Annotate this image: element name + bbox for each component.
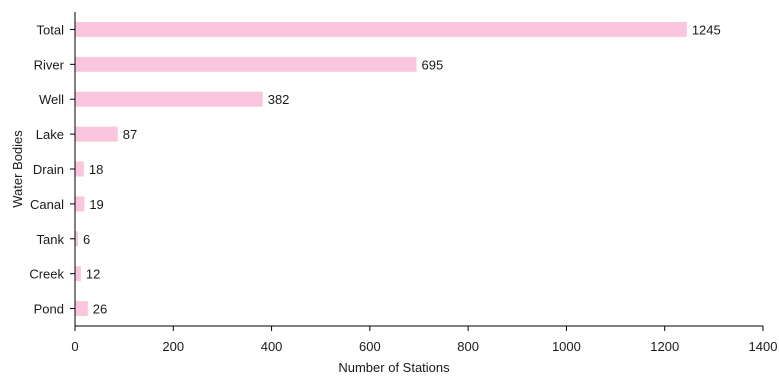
x-tick-label: 1000 — [552, 339, 581, 354]
x-tick-label: 1200 — [650, 339, 679, 354]
bar-tank — [75, 231, 78, 247]
x-tick-label: 600 — [359, 339, 381, 354]
bar-pond — [75, 301, 88, 317]
x-axis-title: Number of Stations — [338, 360, 450, 375]
y-axis-title: Water Bodies — [10, 130, 25, 208]
data-label-river: 695 — [422, 57, 444, 72]
category-label-creek: Creek — [29, 267, 64, 282]
category-label-lake: Lake — [36, 127, 64, 142]
x-tick-label: 200 — [162, 339, 184, 354]
bar-drain — [75, 161, 84, 177]
category-label-pond: Pond — [34, 302, 64, 317]
category-label-drain: Drain — [33, 162, 64, 177]
x-tick-label: 0 — [71, 339, 78, 354]
bar-river — [75, 56, 417, 72]
category-label-canal: Canal — [30, 197, 64, 212]
category-labels-layer: Total River Well Lake Drain Canal Tank Creek Pon… — [29, 22, 75, 317]
data-label-lake: 87 — [123, 127, 137, 142]
axes-layer — [74, 12, 763, 327]
bar-total — [75, 21, 687, 37]
category-label-tank: Tank — [37, 232, 65, 247]
x-tick-label: 400 — [261, 339, 283, 354]
x-tick-label: 1400 — [749, 339, 778, 354]
bar-canal — [75, 196, 85, 212]
x-tick-label: 800 — [457, 339, 479, 354]
data-label-drain: 18 — [89, 162, 103, 177]
category-label-well: Well — [39, 92, 64, 107]
bar-well — [75, 91, 263, 107]
data-labels-layer: 1245 695 382 87 18 19 6 12 26 — [83, 22, 721, 316]
x-ticks-layer: 0 200 400 600 800 1000 1200 1400 — [71, 326, 777, 354]
data-label-total: 1245 — [692, 22, 721, 37]
category-label-river: River — [34, 57, 65, 72]
data-label-tank: 6 — [83, 232, 90, 247]
bar-lake — [75, 126, 118, 142]
data-label-pond: 26 — [93, 302, 107, 317]
bars-layer — [75, 21, 687, 317]
category-label-total: Total — [37, 22, 65, 37]
data-label-creek: 12 — [86, 267, 100, 282]
data-label-well: 382 — [268, 92, 290, 107]
data-label-canal: 19 — [89, 197, 103, 212]
bar-creek — [75, 266, 81, 282]
